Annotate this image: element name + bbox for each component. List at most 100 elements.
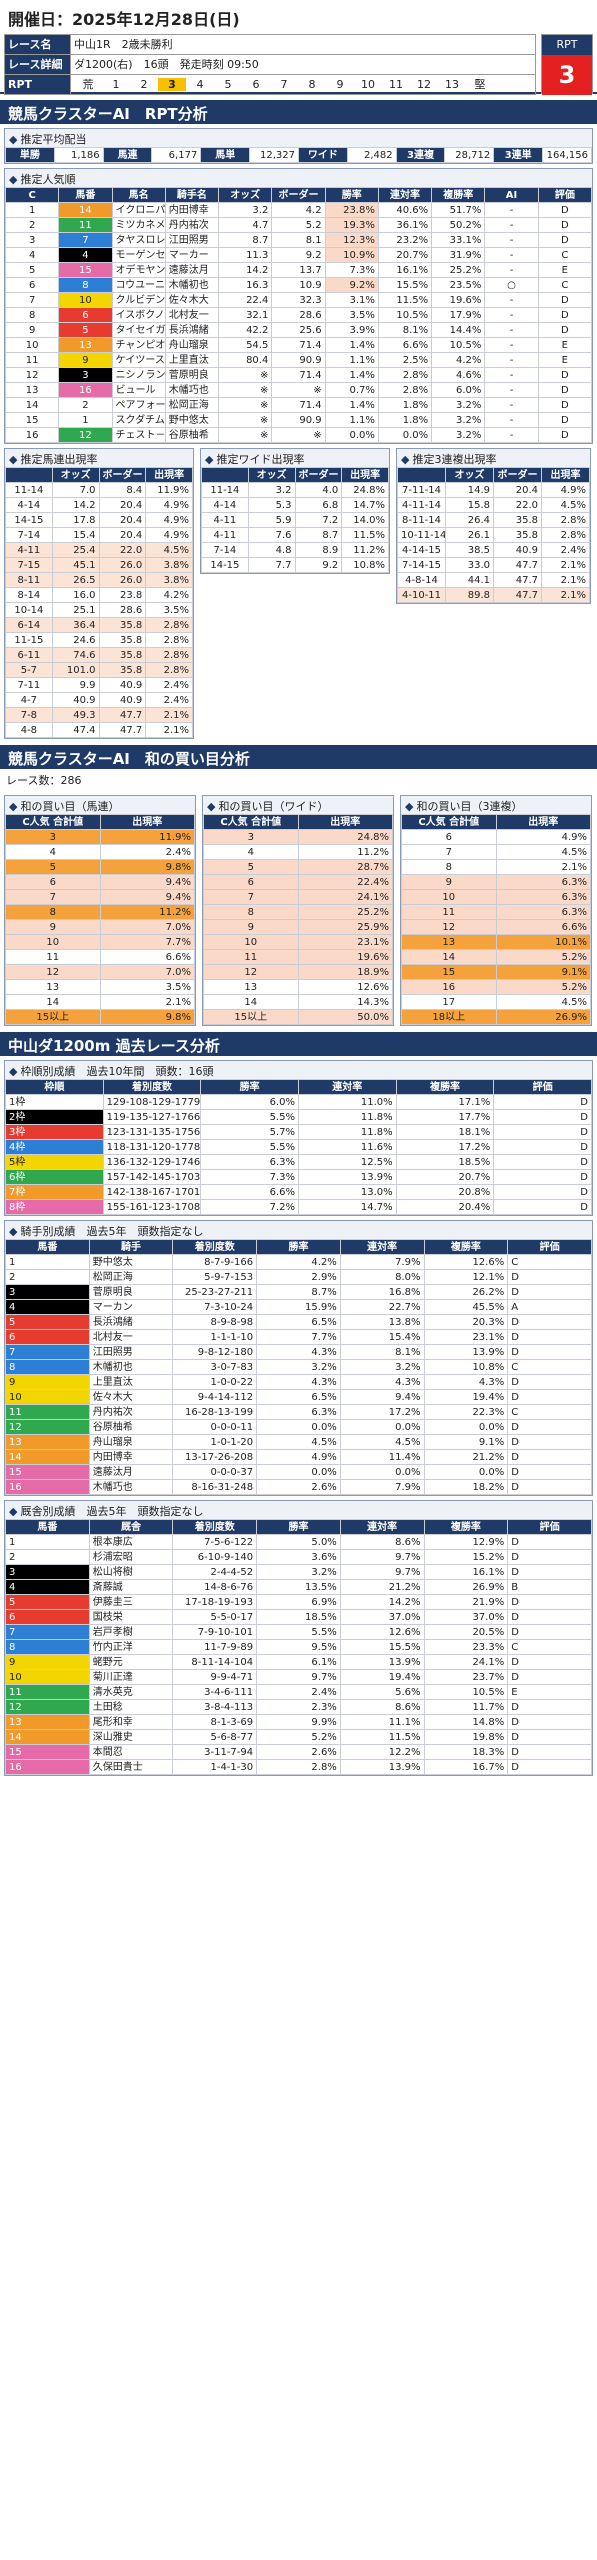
race-info-table: レース名 中山1R 2歳未勝利 レース詳細 ダ1200(右) 16頭 発走時刻 09… — [4, 34, 536, 95]
table-cell: オッズ — [218, 187, 273, 203]
table-cell: 6.8 — [294, 497, 343, 513]
rpt-scale-item: 5 — [224, 78, 232, 91]
table-cell: 1-1-1-10 — [172, 1329, 258, 1345]
table-cell: 24.8% — [297, 829, 393, 845]
table-row: 5枠 136-132-129-1746 6.3% 12.5% 18.5% D — [5, 1154, 592, 1170]
table-cell: 20.7% — [377, 247, 433, 263]
table-cell: 5 — [58, 322, 113, 338]
trio-rate-title: 推定3連複出現率 — [397, 449, 590, 467]
table-cell: 3.2 — [247, 482, 296, 498]
table-cell: 4.3% — [423, 1374, 509, 1390]
table-cell: 32.1 — [218, 307, 273, 323]
table-cell: 129-108-129-1779 — [102, 1094, 202, 1110]
table-row: 7-11-14 14.9 20.4 4.9% — [397, 482, 590, 498]
table-row: 44モーゲンセンマーカー11.39.210.9%20.7%31.9%-C — [4, 247, 593, 263]
rpt-scale-item: 1 — [112, 78, 120, 91]
table-row: 4 2.4% — [5, 844, 195, 860]
table-cell: 8 — [5, 1359, 90, 1375]
table-cell: 勝率 — [324, 187, 379, 203]
table-row: 13 3.5% — [5, 979, 195, 995]
table-row: 7-14 4.8 8.9 11.2% — [201, 542, 389, 558]
table-row: 7 岩戸孝樹 7-9-10-101 5.5% 12.6% 20.5% D — [5, 1624, 592, 1640]
table-row: 6 北村友一 1-1-1-10 7.7% 15.4% 23.1% D — [5, 1329, 592, 1345]
table-cell: チェスト－ — [111, 427, 166, 443]
table-cell: 26.9% — [423, 1579, 509, 1595]
table-cell: 3.1% — [324, 292, 379, 308]
table-cell: 国枝栄 — [88, 1609, 174, 1625]
popularity-table: C馬番馬名騎手名オッズボーダー勝率連対率複勝率AI評価114イクロニパッション内… — [4, 187, 593, 443]
sum-wide-table: C人気 合計値 出現率 3 24.8% 4 11.2% 5 28.7% 6 22.4% 7 24.1%… — [203, 814, 393, 1025]
table-cell: 複勝率 — [423, 1519, 509, 1535]
table-cell: 丹内祐次 — [164, 217, 220, 233]
table-row: 7-8 49.3 47.7 2.1% — [5, 707, 193, 723]
table-cell: 42.2 — [218, 322, 273, 338]
table-cell: 1.1% — [324, 412, 379, 428]
table-cell: 12 — [5, 964, 101, 980]
table-cell: 35.8 — [98, 662, 147, 678]
table-cell: 119-135-127-1766 — [102, 1109, 202, 1125]
waku-title: 枠順別成績 過去10年間 頭数：16頭 — [5, 1061, 592, 1079]
table-cell: 6 — [401, 829, 497, 845]
table-row: 13 尾形和幸 8-1-3-69 9.9% 11.1% 14.8% D — [5, 1714, 592, 1730]
table-cell: 16.0 — [51, 587, 100, 603]
table-cell: 8.7 — [294, 527, 343, 543]
table-cell: 13 — [5, 1714, 90, 1730]
table-row: 10-14 25.1 28.6 3.5% — [5, 602, 193, 618]
table-row: 16 久保田貴士 1-4-1-30 2.8% 13.9% 16.7% D — [5, 1759, 592, 1775]
table-cell: 19.4% — [339, 1669, 425, 1685]
table-cell: 0.0% — [339, 1464, 425, 1480]
table-cell: 江田照男 — [164, 232, 220, 248]
table-row: 14 5.2% — [401, 949, 591, 965]
table-cell: 9.1% — [495, 964, 591, 980]
table-cell: 12.6% — [297, 979, 393, 995]
table-cell: 7 — [5, 1624, 90, 1640]
table-cell: 11 — [5, 1684, 90, 1700]
table-cell: 11-7-9-89 — [172, 1639, 258, 1655]
table-cell: 2.8% — [145, 647, 193, 663]
table-cell: 内田博幸 — [88, 1449, 174, 1465]
table-cell: E — [537, 262, 593, 278]
rpt-scale-item: 3 — [158, 78, 186, 91]
rpt-scale-item: 6 — [252, 78, 260, 91]
table-cell — [5, 467, 53, 483]
table-cell: 14.2% — [339, 1594, 425, 1610]
table-cell: 47.7 — [493, 587, 542, 603]
table-cell: 37.0% — [339, 1609, 425, 1625]
past-race-banner: 中山ダ1200m 過去レース分析 — [0, 1032, 597, 1056]
table-cell: 2.1% — [541, 557, 590, 573]
table-cell: D — [493, 1124, 592, 1140]
table-cell: 馬連 — [102, 147, 153, 163]
table-cell: - — [484, 337, 539, 353]
table-cell: 6.5% — [256, 1314, 341, 1330]
table-cell: 3.2% — [256, 1564, 341, 1580]
table-cell: 5 — [4, 262, 60, 278]
table-cell: 3枠 — [5, 1124, 104, 1140]
table-cell: 14.8% — [423, 1714, 509, 1730]
table-cell: D — [507, 1419, 592, 1435]
table-cell: 9 — [58, 352, 113, 368]
table-cell: 9.8% — [99, 1009, 195, 1025]
table-cell: D — [537, 412, 593, 428]
table-cell: 4.3% — [339, 1374, 425, 1390]
table-cell: 6.6% — [495, 919, 591, 935]
table-cell: D — [507, 1564, 592, 1580]
table-cell: 9.4% — [99, 874, 195, 890]
table-cell: 8-11-14 — [397, 512, 446, 528]
table-row: 14 内田博幸 13-17-26-208 4.9% 11.4% 21.2% D — [5, 1449, 592, 1465]
table-cell: 14-8-6-76 — [172, 1579, 258, 1595]
table-cell: 2.1% — [145, 722, 193, 738]
trainer-title: 厩舎別成績 過去5年 頭数指定なし — [5, 1501, 592, 1519]
table-cell: 28,712 — [444, 147, 495, 163]
table-row: 4-10-11 89.8 47.7 2.1% — [397, 587, 590, 603]
table-cell: 38.5 — [445, 542, 494, 558]
table-cell: 4-14 — [5, 497, 53, 513]
table-cell: C人気 合計値 — [5, 814, 101, 830]
table-cell: 11 — [4, 352, 60, 368]
table-cell: D — [507, 1284, 592, 1300]
table-cell: 3.9% — [324, 322, 379, 338]
table-cell: 71.4 — [271, 367, 326, 383]
table-cell: 8-11-14-104 — [172, 1654, 258, 1670]
table-cell: 2.4% — [256, 1684, 341, 1700]
table-cell: 9 — [4, 322, 60, 338]
table-cell: 2.4% — [99, 844, 195, 860]
